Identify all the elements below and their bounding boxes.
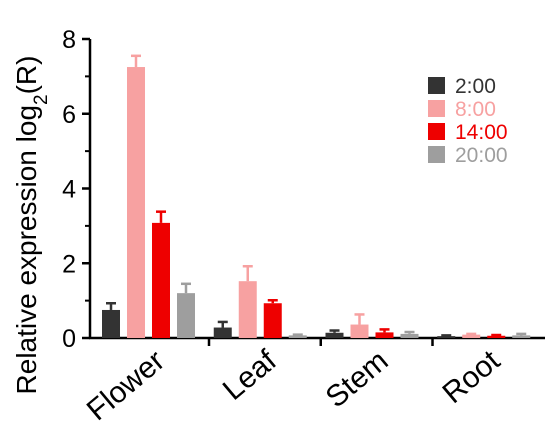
y-axis-title-suffix: (R) <box>11 56 42 95</box>
bar-flower-3 <box>177 293 195 338</box>
bar-flower-2 <box>152 222 170 338</box>
legend-swatch-2 <box>428 123 445 140</box>
bar-stem-1 <box>350 324 369 338</box>
y-axis-title-base: Relative expression log <box>11 105 42 395</box>
bar-stem-2 <box>375 332 394 338</box>
y-tick-label-8: 8 <box>62 26 76 54</box>
legend-label-2: 14:00 <box>455 121 508 144</box>
bar-flower-1 <box>127 67 145 338</box>
bar-leaf-3 <box>288 335 307 338</box>
bar-flower-0 <box>102 309 120 338</box>
x-category-label-stem: Stem <box>320 344 395 414</box>
bar-stem-3 <box>400 333 419 338</box>
bar-root-1 <box>462 334 481 338</box>
legend-label-1: 8:00 <box>455 98 496 121</box>
svg-text:Relative expression log2(R): Relative expression log2(R) <box>11 56 52 395</box>
bar-stem-0 <box>325 332 344 338</box>
x-category-label-flower: Flower <box>81 344 171 427</box>
bar-root-3 <box>512 335 531 338</box>
y-tick-label-0: 0 <box>62 325 76 353</box>
legend-swatch-0 <box>428 77 445 94</box>
y-tick-label-4: 4 <box>62 176 76 204</box>
y-tick-label-6: 6 <box>62 101 76 129</box>
x-category-label-leaf: Leaf <box>217 344 283 407</box>
bar-leaf-0 <box>213 327 232 338</box>
legend-swatch-1 <box>428 100 445 117</box>
y-axis-title-subscript: 2 <box>31 94 52 105</box>
legend-label-3: 20:00 <box>455 144 508 167</box>
legend-label-0: 2:00 <box>455 75 496 98</box>
bar-leaf-1 <box>238 281 257 338</box>
y-axis-title: Relative expression log2(R) <box>11 56 52 395</box>
legend-swatch-3 <box>428 146 445 163</box>
bar-root-2 <box>487 335 506 338</box>
bar-root-0 <box>437 336 456 338</box>
y-tick-label-2: 2 <box>62 250 76 278</box>
bar-leaf-2 <box>263 303 282 338</box>
x-category-label-root: Root <box>436 344 506 410</box>
